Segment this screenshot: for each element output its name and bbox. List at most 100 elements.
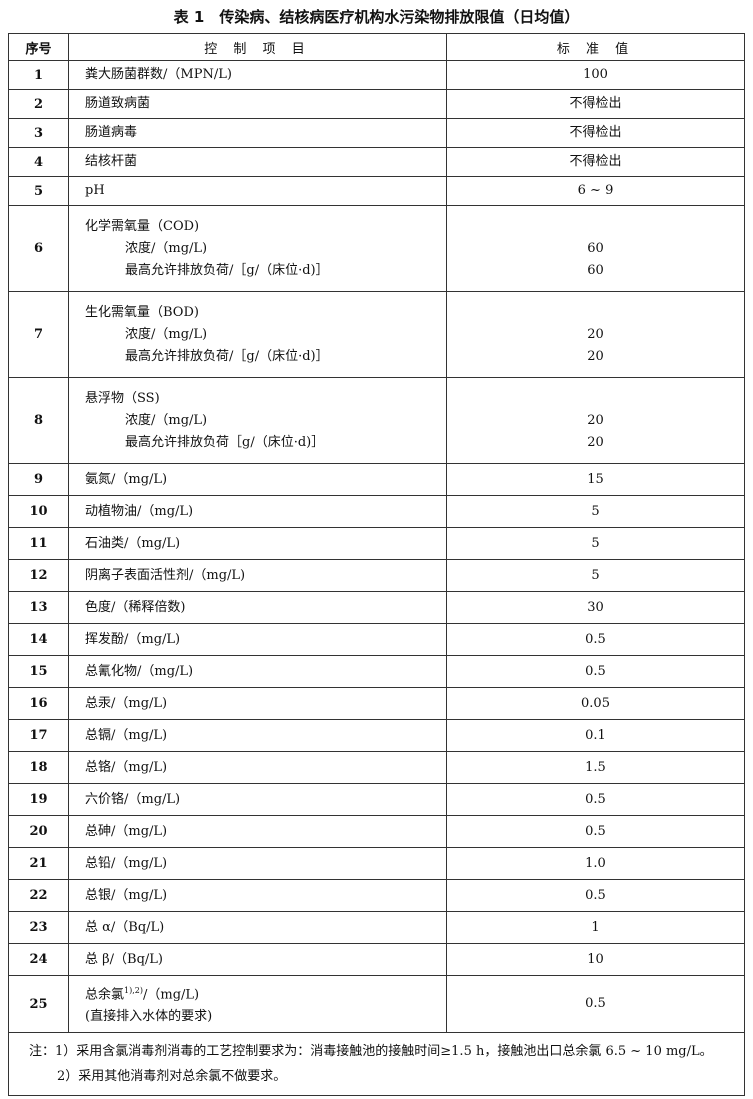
standard-value: 1.0 bbox=[446, 847, 745, 880]
row-number: 7 bbox=[8, 291, 69, 378]
table-header-row: 序号 控 制 项 目 标 准 值 bbox=[8, 33, 745, 61]
value-load: 20 bbox=[587, 348, 604, 364]
value: 不得检出 bbox=[569, 96, 622, 111]
value-concentration: 60 bbox=[587, 240, 604, 256]
standard-value: 0.5 bbox=[446, 623, 745, 656]
control-item: 结核杆菌 bbox=[68, 147, 447, 177]
standard-value: 0.5 bbox=[446, 783, 745, 816]
item-name: 氨氮/（mg/L) bbox=[85, 471, 168, 487]
table-row: 5 pH 6 ~ 9 bbox=[8, 176, 745, 206]
value: 30 bbox=[587, 599, 604, 615]
value: 6 ~ 9 bbox=[577, 183, 614, 198]
item-name: pH bbox=[85, 183, 105, 198]
note-2: 2）采用其他消毒剂对总余氯不做要求。 bbox=[57, 1069, 287, 1084]
item-sub-load: 最高允许排放负荷/［g/（床位·d)］ bbox=[125, 348, 329, 364]
value: 10 bbox=[587, 951, 604, 967]
item-name: 生化需氧量（BOD) bbox=[85, 304, 199, 320]
item-sub-load: 最高允许排放负荷/［g/（床位·d)］ bbox=[125, 262, 329, 278]
control-item: 阴离子表面活性剂/（mg/L) bbox=[68, 559, 447, 592]
standard-value: 5 bbox=[446, 495, 745, 528]
table-row: 13 色度/（稀释倍数) 30 bbox=[8, 591, 745, 624]
row-number: 15 bbox=[8, 655, 69, 688]
discharge-limits-table: 序号 控 制 项 目 标 准 值 1 粪大肠菌群数/（MPN/L) 100 2 肠道致病… bbox=[8, 33, 745, 1096]
item-name: 总镉/（mg/L) bbox=[85, 727, 168, 743]
table-row: 18 总铬/（mg/L) 1.5 bbox=[8, 751, 745, 784]
value-concentration: 20 bbox=[587, 412, 604, 428]
item-sub-load: 最高允许排放负荷［g/（床位·d)］ bbox=[125, 434, 325, 450]
control-item: 挥发酚/（mg/L) bbox=[68, 623, 447, 656]
standard-value: 不得检出 bbox=[446, 118, 745, 148]
value: 0.5 bbox=[585, 996, 606, 1011]
value-load: 60 bbox=[587, 262, 604, 278]
item-name: 总银/（mg/L) bbox=[85, 887, 168, 903]
row-number: 16 bbox=[8, 687, 69, 720]
item-name: 石油类/（mg/L) bbox=[85, 535, 181, 551]
table-row: 15 总氰化物/（mg/L) 0.5 bbox=[8, 655, 745, 688]
control-item: 生化需氧量（BOD) 浓度/（mg/L) 最高允许排放负荷/［g/（床位·d)］ bbox=[68, 291, 447, 378]
item-name: 色度/（稀释倍数) bbox=[85, 599, 186, 615]
value: 1 bbox=[591, 919, 600, 935]
standard-value: 5 bbox=[446, 527, 745, 560]
item-name: 总砷/（mg/L) bbox=[85, 823, 168, 839]
header-value: 标 准 值 bbox=[446, 33, 745, 61]
table-row: 4 结核杆菌 不得检出 bbox=[8, 147, 745, 177]
row-number: 3 bbox=[8, 118, 69, 148]
row-number: 25 bbox=[8, 975, 69, 1033]
table-row: 17 总镉/（mg/L) 0.1 bbox=[8, 719, 745, 752]
standard-value: 100 bbox=[446, 60, 745, 90]
value: 不得检出 bbox=[569, 125, 622, 140]
table-notes: 注：1）采用含氯消毒剂消毒的工艺控制要求为：消毒接触池的接触时间≥1.5 h，接… bbox=[8, 1032, 745, 1096]
table-row: 19 六价铬/（mg/L) 0.5 bbox=[8, 783, 745, 816]
item-name: 粪大肠菌群数/（MPN/L) bbox=[85, 67, 232, 82]
standard-value: 20 20 bbox=[446, 377, 745, 464]
table-row: 21 总铅/（mg/L) 1.0 bbox=[8, 847, 745, 880]
item-name: 总 α/（Bq/L) bbox=[85, 919, 165, 935]
table-row: 6 化学需氧量（COD) 浓度/（mg/L) 最高允许排放负荷/［g/（床位·d)］ 6… bbox=[8, 205, 745, 292]
control-item: 肠道致病菌 bbox=[68, 89, 447, 119]
value: 15 bbox=[587, 471, 604, 487]
control-item: 总镉/（mg/L) bbox=[68, 719, 447, 752]
table-row: 1 粪大肠菌群数/（MPN/L) 100 bbox=[8, 60, 745, 90]
standard-value: 0.5 bbox=[446, 815, 745, 848]
item-sub-concentration: 浓度/（mg/L) bbox=[125, 412, 208, 428]
value: 1.5 bbox=[585, 759, 606, 775]
item-unit: /（mg/L) bbox=[142, 987, 200, 1003]
value: 0.5 bbox=[585, 663, 606, 679]
standard-value: 1.5 bbox=[446, 751, 745, 784]
item-name: 总余氯 bbox=[85, 987, 125, 1003]
value: 5 bbox=[591, 535, 600, 551]
value-load: 20 bbox=[587, 434, 604, 450]
control-item: 悬浮物（SS) 浓度/（mg/L) 最高允许排放负荷［g/（床位·d)］ bbox=[68, 377, 447, 464]
table-row: 7 生化需氧量（BOD) 浓度/（mg/L) 最高允许排放负荷/［g/（床位·d)］ 2… bbox=[8, 291, 745, 378]
item-name: 肠道病毒 bbox=[85, 125, 138, 140]
footnote-ref: 1),2) bbox=[124, 985, 143, 995]
control-item: 总汞/（mg/L) bbox=[68, 687, 447, 720]
value: 0.05 bbox=[581, 695, 610, 711]
item-name: 总氰化物/（mg/L) bbox=[85, 663, 194, 679]
item-sub-concentration: 浓度/（mg/L) bbox=[125, 326, 208, 342]
control-item: 氨氮/（mg/L) bbox=[68, 463, 447, 496]
table-row: 20 总砷/（mg/L) 0.5 bbox=[8, 815, 745, 848]
table-title: 表 1 传染病、结核病医疗机构水污染物排放限值（日均值） bbox=[173, 8, 580, 26]
table-row: 16 总汞/（mg/L) 0.05 bbox=[8, 687, 745, 720]
row-number: 9 bbox=[8, 463, 69, 496]
control-item: 动植物油/（mg/L) bbox=[68, 495, 447, 528]
table-row: 8 悬浮物（SS) 浓度/（mg/L) 最高允许排放负荷［g/（床位·d)］ 20 20 bbox=[8, 377, 745, 464]
value: 0.5 bbox=[585, 631, 606, 647]
value-concentration: 20 bbox=[587, 326, 604, 342]
row-number: 20 bbox=[8, 815, 69, 848]
item-name: 阴离子表面活性剂/（mg/L) bbox=[85, 567, 246, 583]
value: 0.5 bbox=[585, 791, 606, 807]
item-name: 总铬/（mg/L) bbox=[85, 759, 168, 775]
table-row: 10 动植物油/（mg/L) 5 bbox=[8, 495, 745, 528]
control-item: 六价铬/（mg/L) bbox=[68, 783, 447, 816]
row-number: 2 bbox=[8, 89, 69, 119]
value: 0.5 bbox=[585, 887, 606, 903]
control-item: 总氰化物/（mg/L) bbox=[68, 655, 447, 688]
item-name: 悬浮物（SS) bbox=[85, 390, 160, 406]
control-item: 总铬/（mg/L) bbox=[68, 751, 447, 784]
control-item: 总银/（mg/L) bbox=[68, 879, 447, 912]
row-number: 1 bbox=[8, 60, 69, 90]
item-name: 六价铬/（mg/L) bbox=[85, 791, 181, 807]
standard-value: 0.5 bbox=[446, 975, 745, 1033]
